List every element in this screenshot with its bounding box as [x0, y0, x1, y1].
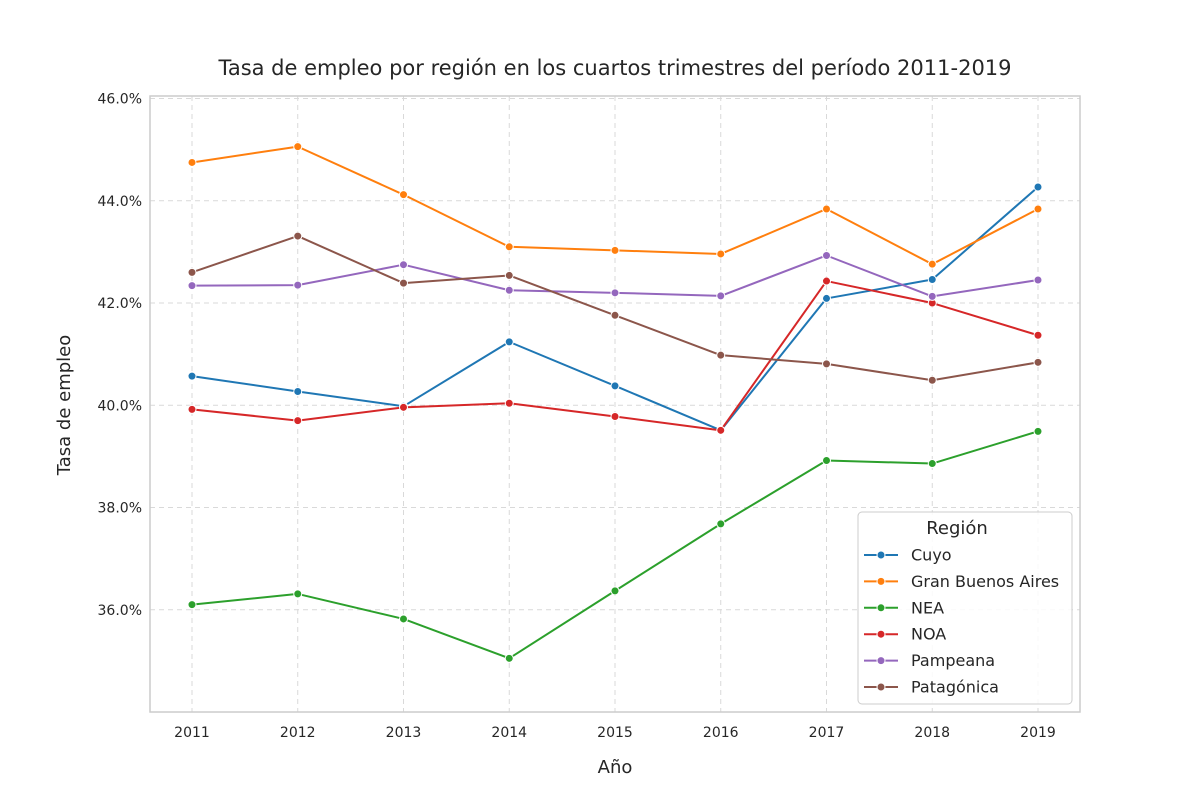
data-point	[399, 278, 408, 288]
data-point	[822, 204, 831, 214]
data-point	[610, 586, 620, 596]
data-point	[187, 600, 197, 610]
data-point	[716, 291, 726, 301]
y-tick-label: 38.0%	[98, 501, 142, 517]
data-point	[927, 375, 937, 385]
data-point	[927, 259, 937, 269]
legend-label: Patagónica	[911, 678, 999, 697]
legend-label: Pampeana	[911, 651, 995, 670]
legend-marker	[876, 682, 886, 692]
data-point	[1033, 275, 1043, 285]
data-point	[504, 242, 514, 252]
legend-marker	[876, 603, 886, 613]
data-point	[187, 404, 197, 414]
data-point	[293, 589, 303, 599]
x-tick-label: 2012	[280, 725, 316, 741]
data-point	[1033, 357, 1043, 367]
legend-label: Cuyo	[911, 546, 952, 565]
data-point	[293, 231, 303, 241]
data-point	[716, 350, 726, 360]
data-point	[504, 398, 514, 408]
x-tick-label: 2011	[174, 725, 210, 741]
data-point	[822, 359, 831, 369]
plot-area: 2011 2012 2013 2014 2015 2016 2017 2018 2019 36.0…	[98, 92, 1081, 741]
data-point	[822, 455, 831, 465]
data-point	[927, 291, 937, 301]
data-point	[293, 142, 303, 152]
x-tick-label: 2018	[914, 725, 950, 741]
data-point	[927, 459, 937, 469]
y-tick-label: 40.0%	[98, 398, 142, 414]
data-point	[399, 190, 408, 200]
y-axis-label: Tasa de empleo	[54, 335, 75, 477]
data-point	[610, 381, 620, 391]
chart-title: Tasa de empleo por región en los cuartos…	[217, 56, 1011, 80]
data-point	[504, 270, 514, 280]
legend-marker	[876, 576, 886, 586]
data-point	[610, 412, 620, 422]
y-tick-label: 36.0%	[98, 603, 142, 619]
data-point	[504, 285, 514, 295]
y-tick-label: 46.0%	[98, 92, 142, 108]
legend-label: NEA	[911, 598, 944, 617]
data-point	[187, 157, 197, 167]
data-point	[822, 293, 831, 303]
plot-frame	[149, 95, 1081, 713]
data-point	[293, 386, 303, 396]
data-point	[187, 281, 197, 291]
data-point	[1033, 204, 1043, 214]
data-point	[822, 250, 831, 260]
data-point	[399, 614, 408, 624]
data-point	[187, 371, 197, 381]
data-point	[1033, 182, 1043, 192]
legend-marker	[876, 550, 886, 560]
data-point	[716, 519, 726, 529]
x-tick-label: 2016	[703, 725, 739, 741]
data-point	[716, 249, 726, 259]
legend: Región Cuyo Gran Buenos Aires NEA NOA Pampean…	[857, 511, 1073, 705]
x-tick-label: 2017	[809, 725, 845, 741]
x-tick-label: 2013	[386, 725, 422, 741]
data-point	[610, 288, 620, 298]
data-point	[822, 276, 831, 286]
legend-marker	[876, 656, 886, 666]
x-axis-label: Año	[598, 757, 633, 778]
data-point	[716, 425, 726, 435]
legend-title: Región	[926, 518, 988, 539]
data-point	[293, 280, 303, 290]
data-point	[927, 275, 937, 285]
legend-label: Gran Buenos Aires	[911, 572, 1059, 591]
data-point	[1033, 426, 1043, 436]
legend-marker	[876, 629, 886, 639]
data-point	[399, 260, 408, 270]
y-tick-label: 42.0%	[98, 296, 142, 312]
x-tick-label: 2015	[597, 725, 633, 741]
data-point	[293, 416, 303, 426]
legend-box	[857, 511, 1073, 705]
x-tick-label: 2019	[1020, 725, 1056, 741]
data-point	[610, 310, 620, 320]
data-point	[187, 267, 197, 277]
y-tick-label: 44.0%	[98, 194, 142, 210]
data-point	[399, 402, 408, 412]
data-point	[610, 245, 620, 255]
data-point	[504, 653, 514, 663]
legend-label: NOA	[911, 625, 946, 644]
x-tick-label: 2014	[491, 725, 527, 741]
data-point	[1033, 330, 1043, 340]
data-point	[504, 337, 514, 347]
